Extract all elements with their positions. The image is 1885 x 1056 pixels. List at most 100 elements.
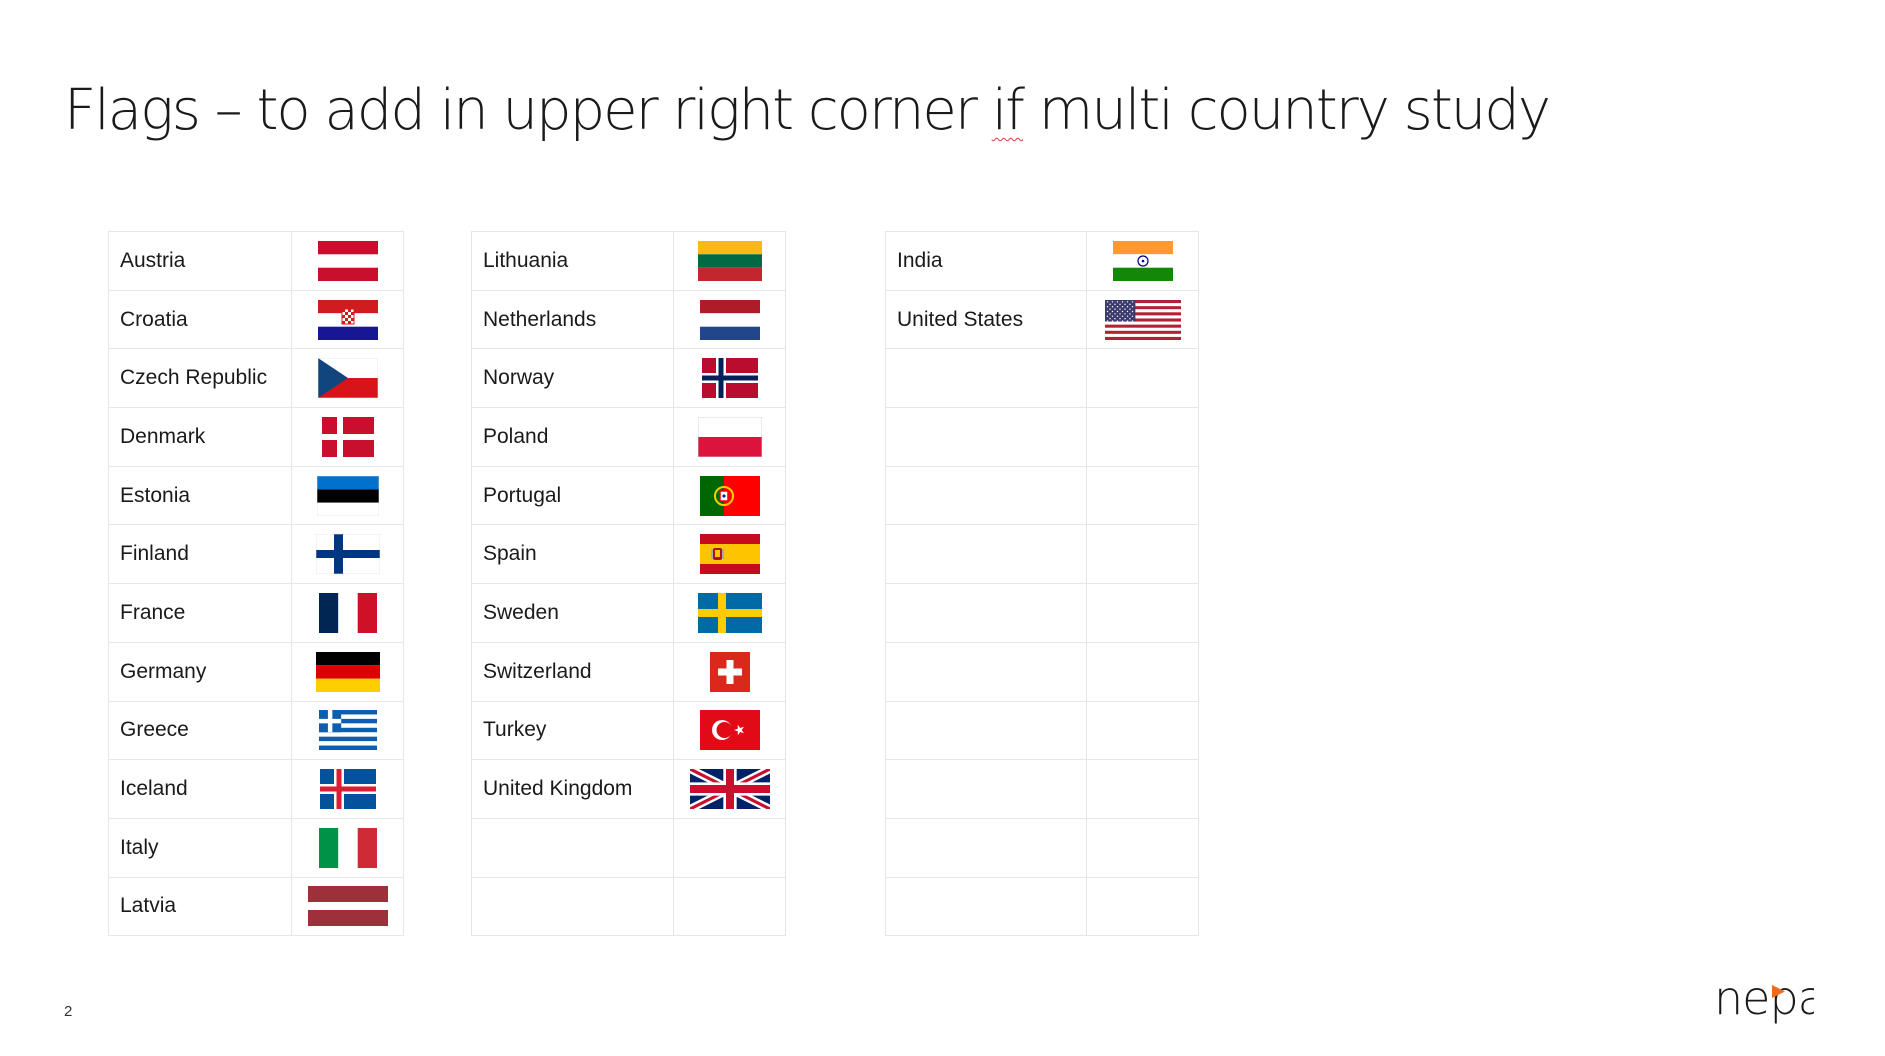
flag-cell: [291, 641, 404, 702]
empty-cell: [1086, 407, 1199, 467]
empty-cell: [885, 641, 1087, 702]
svg-text:nepa: nepa: [1714, 978, 1814, 1025]
flags-table-2: Lithuania Netherlands Norway Poland Portugal…: [471, 231, 786, 937]
table-row: Sweden: [471, 583, 786, 643]
flags-table-3: India United States: [885, 231, 1199, 937]
flag-cell: [673, 700, 786, 761]
table-row: [885, 817, 1199, 878]
spain-flag-icon: [699, 534, 760, 575]
empty-cell: [885, 700, 1087, 761]
table-row: Poland: [471, 407, 786, 467]
table-row: [885, 465, 1199, 526]
flag-cell: [1086, 231, 1199, 291]
page-number: 2: [64, 1003, 73, 1020]
flag-cell: [291, 583, 404, 643]
table-row: [471, 876, 786, 937]
empty-cell: [885, 759, 1087, 819]
table-row: [885, 524, 1199, 585]
empty-cell: [1086, 524, 1199, 585]
flag-cell: [673, 407, 786, 467]
table-row: Denmark: [108, 407, 404, 467]
table-row: [885, 348, 1199, 409]
flag-cell: [291, 231, 404, 291]
empty-cell: [885, 465, 1087, 526]
germany-flag-icon: [315, 651, 380, 692]
flag-cell: [291, 524, 404, 585]
flag-cell: [291, 407, 404, 467]
empty-cell: [1086, 465, 1199, 526]
denmark-flag-icon: [321, 416, 374, 457]
empty-cell: [885, 407, 1087, 467]
flag-cell: [673, 348, 786, 409]
flag-cell: [673, 289, 786, 350]
estonia-flag-icon: [316, 475, 379, 516]
flag-cell: [291, 876, 404, 937]
country-name: Portugal: [471, 465, 674, 526]
country-name: Finland: [108, 524, 292, 585]
empty-cell: [471, 817, 674, 878]
poland-flag-icon: [697, 416, 762, 457]
empty-cell: [1086, 876, 1199, 937]
greece-flag-icon: [318, 710, 377, 751]
empty-cell: [673, 876, 786, 937]
country-name: Iceland: [108, 759, 292, 819]
flag-cell: [673, 231, 786, 291]
table-row: [885, 876, 1199, 937]
flag-cell: [673, 759, 786, 819]
table-row: Portugal: [471, 465, 786, 526]
table-row: Lithuania: [471, 231, 786, 291]
netherlands-flag-icon: [699, 299, 760, 340]
country-name: Netherlands: [471, 289, 674, 350]
table-row: Turkey: [471, 700, 786, 761]
flags-table-1: Austria Croatia Czech Republic Denmark Eston…: [108, 231, 404, 937]
flag-cell: [673, 524, 786, 585]
country-name: Lithuania: [471, 231, 674, 291]
country-name: Germany: [108, 641, 292, 702]
table-row: Netherlands: [471, 289, 786, 350]
lithuania-flag-icon: [697, 240, 762, 281]
table-row: [885, 641, 1199, 702]
table-row: Estonia: [108, 465, 404, 526]
table-row: Greece: [108, 700, 404, 761]
country-name: Switzerland: [471, 641, 674, 702]
table-row: [885, 407, 1199, 467]
latvia-flag-icon: [307, 886, 388, 927]
country-name: Estonia: [108, 465, 292, 526]
empty-cell: [1086, 348, 1199, 409]
empty-cell: [1086, 759, 1199, 819]
empty-cell: [885, 524, 1087, 585]
country-name: India: [885, 231, 1087, 291]
country-name: Austria: [108, 231, 292, 291]
table-row: Iceland: [108, 759, 404, 819]
flag-cell: [673, 465, 786, 526]
flag-cell: [291, 700, 404, 761]
france-flag-icon: [318, 592, 377, 633]
czech-republic-flag-icon: [317, 358, 378, 399]
flag-cell: [291, 817, 404, 878]
flag-cell: [291, 465, 404, 526]
logo-accent-triangle: [1772, 985, 1785, 998]
croatia-flag-icon: [317, 299, 378, 340]
switzerland-flag-icon: [709, 651, 750, 692]
title-text-end: multi country study: [1023, 78, 1551, 143]
flag-cell: [291, 759, 404, 819]
iceland-flag-icon: [319, 769, 376, 810]
table-row: Finland: [108, 524, 404, 585]
flag-cell: [673, 583, 786, 643]
empty-cell: [885, 348, 1087, 409]
finland-flag-icon: [315, 534, 380, 575]
country-name: Sweden: [471, 583, 674, 643]
country-name: Norway: [471, 348, 674, 409]
country-name: United States: [885, 289, 1087, 350]
table-row: Latvia: [108, 876, 404, 937]
country-name: Czech Republic: [108, 348, 292, 409]
empty-cell: [1086, 641, 1199, 702]
flag-cell: [291, 289, 404, 350]
united-kingdom-flag-icon: [689, 769, 770, 810]
turkey-flag-icon: [699, 710, 760, 751]
table-row: [885, 583, 1199, 643]
austria-flag-icon: [317, 240, 378, 281]
empty-cell: [885, 817, 1087, 878]
flag-cell: [1086, 289, 1199, 350]
title-text-start: Flags – to add in upper right corner: [64, 78, 992, 143]
